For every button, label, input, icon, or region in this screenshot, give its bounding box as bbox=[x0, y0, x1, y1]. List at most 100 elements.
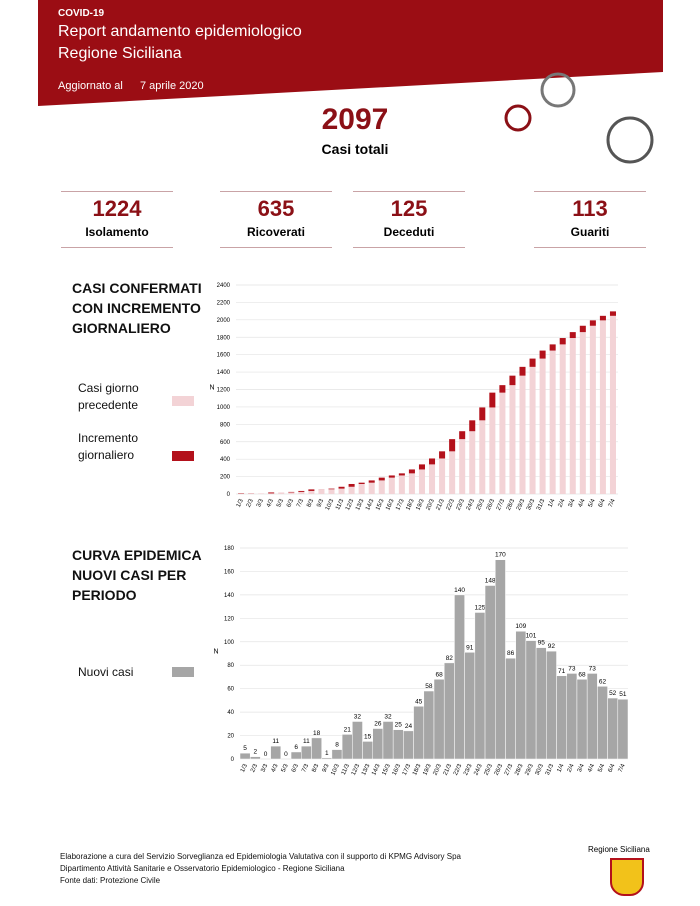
x-tick-label: 19/3 bbox=[422, 763, 433, 777]
x-tick-label: 16/3 bbox=[392, 763, 403, 777]
chart-title: CASI CONFERMATI CON INCREMENTO GIORNALIE… bbox=[72, 280, 202, 336]
bar-segment bbox=[609, 315, 616, 494]
bar-segment bbox=[569, 332, 576, 339]
y-tick-label: 800 bbox=[220, 422, 231, 428]
bar-segment bbox=[268, 492, 275, 494]
y-tick-label: 1000 bbox=[217, 405, 231, 411]
x-tick-label: 1/4 bbox=[556, 763, 565, 774]
bar bbox=[586, 673, 598, 760]
x-tick-label: 6/3 bbox=[286, 498, 295, 509]
bar-segment bbox=[589, 320, 596, 326]
bar-segment bbox=[439, 458, 446, 494]
y-tick-label: 1200 bbox=[217, 388, 231, 394]
data-label: 24 bbox=[405, 723, 413, 730]
bar bbox=[249, 756, 261, 760]
y-axis-label: N bbox=[209, 385, 214, 392]
data-label: 101 bbox=[526, 633, 537, 640]
stat-value: 113 bbox=[572, 196, 608, 221]
bar-segment bbox=[348, 483, 355, 487]
data-label: 52 bbox=[609, 690, 617, 697]
data-label: 32 bbox=[354, 713, 362, 720]
x-tick-label: 2/3 bbox=[246, 498, 255, 509]
x-tick-label: 19/3 bbox=[415, 498, 426, 512]
data-label: 0 bbox=[284, 751, 288, 758]
x-tick-label: 2/4 bbox=[558, 498, 567, 509]
bar-segment bbox=[599, 315, 606, 321]
data-label: 32 bbox=[384, 713, 392, 720]
bar bbox=[556, 675, 567, 760]
bar bbox=[607, 697, 619, 760]
bar bbox=[403, 730, 414, 760]
bar-segment bbox=[418, 469, 425, 494]
x-tick-label: 4/4 bbox=[578, 498, 587, 509]
bar-segment bbox=[358, 482, 365, 484]
x-tick-label: 21/3 bbox=[436, 498, 447, 512]
data-label: 8 bbox=[335, 742, 339, 749]
legend-label: Casi giorno precedente bbox=[78, 381, 139, 412]
bar-segment bbox=[549, 344, 556, 351]
x-tick-label: 25/3 bbox=[484, 763, 495, 777]
bar-segment bbox=[529, 358, 536, 367]
bar-segment bbox=[378, 480, 385, 494]
bar-segment bbox=[328, 488, 335, 490]
bar-segment bbox=[449, 439, 456, 452]
x-tick-label: 11/3 bbox=[335, 498, 345, 511]
x-tick-label: 4/3 bbox=[271, 763, 280, 774]
x-tick-label: 17/3 bbox=[395, 498, 406, 512]
y-tick-label: 120 bbox=[224, 616, 235, 622]
data-label: 11 bbox=[272, 738, 279, 745]
stat-box: 125 Deceduti bbox=[353, 191, 465, 248]
x-tick-label: 23/3 bbox=[456, 498, 467, 512]
x-tick-label: 15/3 bbox=[381, 763, 392, 777]
stat-label: Isolamento bbox=[85, 225, 149, 239]
x-tick-label: 4/3 bbox=[266, 498, 275, 509]
data-label: 0 bbox=[264, 751, 268, 758]
y-tick-label: 0 bbox=[227, 492, 231, 498]
data-label: 73 bbox=[589, 665, 597, 672]
x-tick-label: 18/3 bbox=[412, 763, 423, 777]
bar bbox=[311, 737, 322, 760]
y-tick-label: 0 bbox=[231, 757, 235, 763]
bar-segment bbox=[579, 332, 586, 494]
y-tick-label: 20 bbox=[227, 734, 234, 740]
y-tick-label: 600 bbox=[220, 440, 231, 446]
x-tick-label: 24/3 bbox=[473, 763, 484, 777]
data-label: 6 bbox=[294, 744, 298, 751]
bar-segment bbox=[368, 480, 375, 483]
bar bbox=[341, 734, 353, 760]
x-tick-label: 22/3 bbox=[453, 763, 464, 777]
x-tick-label: 10/3 bbox=[325, 498, 336, 512]
x-tick-label: 6/4 bbox=[598, 498, 607, 509]
x-tick-label: 7/4 bbox=[608, 498, 617, 509]
bar bbox=[433, 679, 445, 760]
stat-value: 635 bbox=[257, 196, 295, 221]
bar bbox=[239, 752, 251, 760]
x-tick-label: 2/3 bbox=[250, 763, 259, 774]
stat-label: Guariti bbox=[570, 225, 610, 239]
bar-segment bbox=[499, 385, 506, 393]
bar-segment bbox=[338, 486, 345, 489]
y-tick-label: 180 bbox=[224, 546, 235, 552]
bar-segment bbox=[288, 491, 295, 493]
x-tick-label: 27/3 bbox=[504, 763, 515, 777]
bar bbox=[515, 630, 527, 760]
x-tick-label: 29/3 bbox=[524, 763, 535, 777]
updated-label: Aggiornato al bbox=[58, 80, 123, 92]
data-label: 45 bbox=[415, 698, 423, 705]
x-tick-label: 9/3 bbox=[316, 498, 325, 509]
bar-segment bbox=[358, 483, 365, 494]
bar-segment bbox=[268, 493, 275, 494]
x-tick-label: 28/3 bbox=[514, 763, 525, 777]
bar-segment bbox=[469, 431, 476, 494]
y-tick-label: 1400 bbox=[217, 370, 231, 376]
data-label: 68 bbox=[578, 671, 586, 678]
legend-swatch bbox=[172, 396, 194, 406]
bar-segment bbox=[509, 375, 516, 386]
total-label: Casi totali bbox=[321, 141, 389, 157]
updated-date: 7 aprile 2020 bbox=[140, 80, 204, 92]
data-label: 92 bbox=[548, 643, 556, 650]
x-tick-label: 11/3 bbox=[341, 763, 351, 776]
bar bbox=[566, 673, 578, 760]
bar bbox=[270, 745, 282, 760]
stat-box: 113 Guariti bbox=[534, 191, 646, 248]
